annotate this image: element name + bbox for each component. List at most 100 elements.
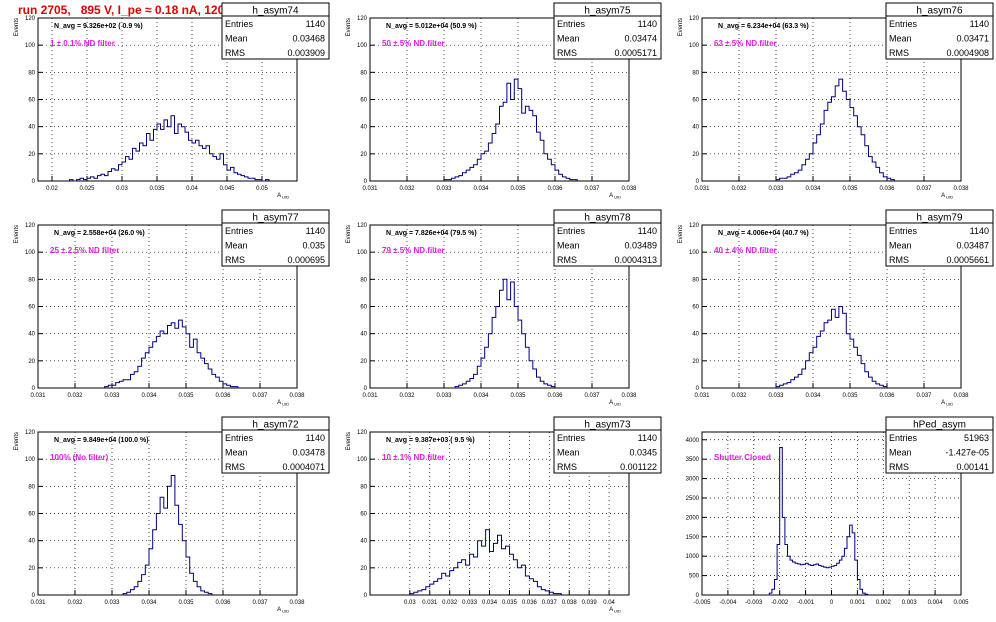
x-tick-label: 0.034 [482, 600, 498, 606]
x-tick-label: 0.033 [768, 186, 784, 192]
x-tick-label: 0.002 [876, 600, 892, 606]
filter-annotation: Shutter Closed [714, 453, 771, 462]
y-tick-label: 4000 [686, 438, 700, 444]
x-tick-label: 0.037 [252, 600, 268, 606]
x-tick-label: 0.005 [953, 600, 969, 606]
stats-label: Mean [557, 448, 580, 458]
x-axis-label: AUID [277, 607, 289, 614]
histogram-line [454, 278, 556, 388]
navg-label: N_avg = 2.558e+04 (26.0 %) [54, 230, 145, 237]
stats-value: 1140 [638, 226, 657, 236]
stats-label: RMS [889, 462, 909, 472]
stats-box [885, 209, 994, 267]
x-tick-label: 0.033 [436, 186, 452, 192]
stats-value: 0.0345 [629, 448, 657, 458]
stats-label: RMS [557, 48, 577, 58]
y-tick-label: 40 [692, 125, 699, 131]
histogram-svg: 0.03 0.031 0.032 0.033 0.034 0.035 0.036 0.037 0… [346, 416, 662, 614]
y-tick-label: 100 [689, 43, 700, 49]
stats-label: Mean [557, 241, 580, 251]
x-tick-label: 0.004 [928, 600, 944, 606]
histogram-line [104, 319, 239, 388]
stats-label: Mean [225, 241, 248, 251]
y-tick-label: 2500 [686, 496, 700, 502]
stats-value: 0.03478 [292, 448, 325, 458]
stats-value: 1140 [638, 19, 657, 29]
histogram-name: h_asym73 [584, 420, 631, 431]
x-tick-label: 0.036 [547, 186, 563, 192]
filter-annotation: 1 ± 0.1% ND filter [50, 39, 115, 48]
x-tick-label: 0.03 [116, 186, 128, 192]
x-tick-label: 0.031 [422, 600, 438, 606]
stats-box [221, 209, 330, 267]
y-tick-label: 100 [357, 250, 368, 256]
x-tick-label: 0.032 [399, 393, 415, 399]
x-tick-label: 0.037 [916, 186, 932, 192]
y-tick-label: 40 [360, 125, 367, 131]
histogram-panel-hPed_asym: -0.005 -0.004 -0.003 -0.002 -0.001 0 0.001 0.00… [664, 414, 996, 621]
histogram-panel-h_asym72: 0.031 0.032 0.033 0.034 0.035 0.036 0.037 0.038… [0, 414, 332, 621]
stats-box [221, 2, 330, 60]
x-tick-label: 0.033 [104, 393, 120, 399]
y-tick-label: 60 [692, 98, 699, 104]
y-tick-label: 0 [364, 386, 368, 392]
histogram-panel-h_asym74: 0.02 0.025 0.03 0.035 0.04 0.045 0.05 0 20 40 60 80… [0, 0, 332, 207]
x-tick-label: 0.033 [104, 600, 120, 606]
y-axis-label: Events [346, 432, 352, 450]
y-tick-label: 80 [28, 70, 35, 76]
x-tick-label: 0.038 [621, 393, 637, 399]
x-tick-label: 0.034 [141, 393, 157, 399]
stats-label: Entries [225, 433, 254, 443]
x-tick-label: 0.04 [186, 186, 198, 192]
y-tick-label: 120 [25, 223, 36, 229]
x-tick-label: 0.034 [473, 393, 489, 399]
histogram-svg: 0.02 0.025 0.03 0.035 0.04 0.045 0.05 0 20 40 60 80… [14, 2, 330, 200]
x-tick-label: 0.037 [584, 186, 600, 192]
navg-label: N_avg = 6.234e+04 (63.3 %) [718, 23, 809, 30]
histogram-panel-h_asym78: 0.031 0.032 0.033 0.034 0.035 0.036 0.037 0.038… [332, 207, 664, 414]
stats-value: 1140 [970, 19, 989, 29]
navg-label: N_avg = 7.826e+04 (79.5 %) [386, 230, 477, 237]
filter-annotation: 25 ± 2.5% ND filter [50, 246, 119, 255]
stats-label: Entries [889, 226, 918, 236]
y-tick-label: 120 [357, 223, 368, 229]
stats-value: 0.03471 [956, 34, 989, 44]
stats-value: 0.001122 [620, 462, 657, 472]
histogram-name: h_asym74 [252, 6, 299, 17]
stats-value: 1140 [970, 226, 989, 236]
y-axis-label: Events [14, 18, 20, 36]
histogram-name: h_asym78 [584, 213, 631, 224]
y-tick-label: 40 [360, 539, 367, 545]
x-tick-label: 0.039 [582, 600, 598, 606]
y-tick-label: 80 [28, 484, 35, 490]
y-tick-label: 0 [364, 179, 368, 185]
x-tick-label: 0.033 [436, 393, 452, 399]
stats-value: 0.03487 [956, 241, 989, 251]
stats-label: Entries [889, 433, 918, 443]
y-tick-label: 20 [692, 359, 699, 365]
stats-label: Entries [889, 19, 918, 29]
y-tick-label: 60 [28, 305, 35, 311]
x-tick-label: 0.038 [621, 186, 637, 192]
x-tick-label: -0.005 [693, 600, 711, 606]
y-tick-label: 120 [357, 430, 368, 436]
x-tick-label: 0.038 [562, 600, 578, 606]
x-tick-label: 0.036 [879, 393, 895, 399]
stats-box [553, 2, 662, 60]
filter-annotation: 50 ± 5% ND filter [382, 39, 445, 48]
y-tick-label: 0 [696, 179, 700, 185]
histogram-line [69, 115, 270, 182]
stats-value: 51963 [964, 433, 989, 443]
y-tick-label: 500 [689, 574, 700, 580]
stats-value: 0.035 [302, 241, 325, 251]
stats-label: RMS [225, 255, 245, 265]
histogram-svg: 0.031 0.032 0.033 0.034 0.035 0.036 0.037 0.038… [346, 209, 662, 407]
stats-label: Entries [557, 433, 586, 443]
stats-value: 0.000695 [287, 255, 325, 265]
histogram-name: h_asym79 [916, 213, 963, 224]
x-tick-label: -0.002 [771, 600, 789, 606]
stats-value: 1140 [306, 226, 325, 236]
histogram-svg: 0.031 0.032 0.033 0.034 0.035 0.036 0.037 0.038… [14, 416, 330, 614]
y-tick-label: 40 [28, 332, 35, 338]
y-tick-label: 20 [692, 152, 699, 158]
